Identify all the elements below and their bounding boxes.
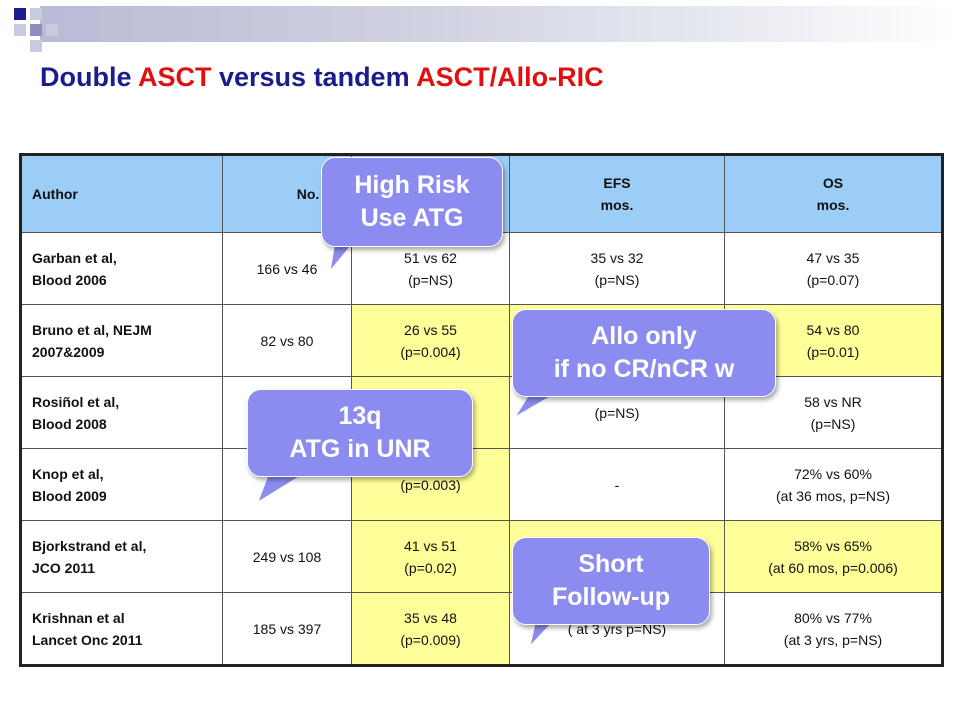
cell-pfs: 26 vs 55 (p=0.004) (351, 304, 510, 377)
cell-pfs: 35 vs 48 (p=0.009) (351, 592, 510, 666)
pfs-pvalue: (p=0.004) (400, 343, 461, 360)
header-os-unit: mos. (816, 197, 850, 213)
deco-square-light (14, 24, 26, 36)
deco-square-light (46, 24, 58, 36)
table-row: Bjorkstrand et al, JCO 2011 249 vs 108 4… (20, 520, 943, 593)
deco-square-navy (14, 8, 26, 20)
author-line-1: Bjorkstrand et al, (32, 537, 147, 554)
pfs-value: 35 vs 48 (404, 609, 457, 626)
slide-title: Double ASCT versus tandem ASCT/Allo-RIC (40, 62, 604, 93)
pfs-pvalue: (p=0.003) (400, 476, 461, 493)
pfs-value: 41 vs 51 (404, 537, 457, 554)
callout-allo-only-line-1: Allo only (591, 322, 697, 350)
callout-high-risk-line-1: High Risk (354, 171, 470, 199)
pfs-pvalue: (p=0.02) (404, 559, 457, 576)
header-author: Author (20, 154, 223, 233)
callout-short-follow-up: Short Follow-up (512, 537, 710, 625)
author-line-2: 2007&2009 (32, 343, 105, 360)
cell-pts: 185 vs 397 (222, 592, 352, 666)
title-part-4: ASCT/Allo-RIC (416, 62, 604, 92)
header-efs: EFS mos. (509, 154, 725, 233)
header-os: OS mos. (724, 154, 943, 233)
pfs-pvalue: (p=NS) (408, 271, 453, 288)
os-pvalue: (at 60 mos, p=0.006) (768, 559, 898, 576)
pfs-pvalue: (p=0.009) (400, 631, 461, 648)
author-line-1: Knop et al, (32, 465, 104, 482)
cell-author: Krishnan et al Lancet Onc 2011 (20, 592, 223, 666)
cell-pfs: 41 vs 51 (p=0.02) (351, 520, 510, 593)
table-row: Krishnan et al Lancet Onc 2011 185 vs 39… (20, 592, 943, 666)
os-value: 58 vs NR (804, 393, 862, 410)
callout-allo-only-line-2: if no CR/nCR w (553, 355, 735, 383)
author-line-1: Rosiñol et al, (32, 393, 120, 410)
cell-os: 72% vs 60% (at 36 mos, p=NS) (724, 448, 943, 521)
efs-value: 35 vs 32 (590, 249, 644, 266)
title-part-2: ASCT (138, 62, 212, 92)
cell-pts: 249 vs 108 (222, 520, 352, 593)
cell-efs: 35 vs 32 (p=NS) (509, 232, 725, 305)
deco-square-mid (30, 24, 42, 36)
efs-pvalue: (p=NS) (594, 404, 640, 421)
os-value: 58% vs 65% (794, 537, 872, 554)
author-line-1: Bruno et al, NEJM (32, 321, 152, 338)
cell-os: 80% vs 77% (at 3 yrs, p=NS) (724, 592, 943, 666)
deco-square-light (30, 40, 42, 52)
author-line-2: JCO 2011 (32, 559, 96, 576)
header-efs-unit: mos. (600, 197, 634, 213)
cell-pts: 82 vs 80 (222, 304, 352, 377)
callout-allo-only: Allo only if no CR/nCR w (512, 309, 776, 397)
header-efs-label: EFS (603, 175, 631, 191)
efs-value: - (614, 476, 620, 493)
author-line-1: Garban et al, (32, 249, 117, 266)
os-value: 80% vs 77% (794, 609, 872, 626)
cell-author: Bjorkstrand et al, JCO 2011 (20, 520, 223, 593)
os-value: 54 vs 80 (806, 321, 860, 338)
header-decoration (0, 0, 960, 60)
title-part-1: Double (40, 62, 138, 92)
callout-high-risk: High Risk Use ATG (321, 157, 503, 247)
cell-os: 47 vs 35 (p=0.07) (724, 232, 943, 305)
cell-efs: - (509, 448, 725, 521)
table-row: Garban et al, Blood 2006 166 vs 46 51 vs… (20, 232, 943, 305)
callout-13q: 13q ATG in UNR (247, 389, 473, 477)
efs-pvalue: (p=NS) (594, 271, 640, 288)
title-part-3: versus tandem (211, 62, 417, 92)
callout-13q-line-1: 13q (338, 402, 382, 430)
callout-short-line-2: Follow-up (551, 583, 671, 611)
os-value: 72% vs 60% (794, 465, 872, 482)
cell-author: Rosiñol et al, Blood 2008 (20, 376, 223, 449)
os-pvalue: (p=0.01) (806, 343, 860, 360)
header-os-label: OS (822, 175, 844, 191)
author-line-2: Blood 2009 (32, 487, 107, 504)
os-pvalue: (at 36 mos, p=NS) (776, 487, 890, 504)
os-value: 47 vs 35 (806, 249, 860, 266)
author-line-2: Blood 2008 (32, 415, 107, 432)
author-line-1: Krishnan et al (32, 609, 125, 626)
author-line-2: Lancet Onc 2011 (32, 631, 143, 648)
cell-author: Garban et al, Blood 2006 (20, 232, 223, 305)
table-row: Bruno et al, NEJM 2007&2009 82 vs 80 26 … (20, 304, 943, 377)
cell-author: Knop et al, Blood 2009 (20, 448, 223, 521)
pfs-value: 51 vs 62 (404, 249, 457, 266)
callout-13q-line-2: ATG in UNR (289, 435, 431, 463)
table-row: Rosiñol et al, Blood 2008 (p=NS) 58 vs N… (20, 376, 943, 449)
os-pvalue: (p=0.07) (806, 271, 860, 288)
os-pvalue: (at 3 yrs, p=NS) (783, 631, 883, 648)
os-pvalue: (p=NS) (810, 415, 856, 432)
author-line-2: Blood 2006 (32, 271, 107, 288)
table-row: Knop et al, Blood 2009 (p=0.003) - 72% v… (20, 448, 943, 521)
deco-square-light (30, 8, 42, 20)
cell-os: 58% vs 65% (at 60 mos, p=0.006) (724, 520, 943, 593)
callout-short-line-1: Short (578, 550, 644, 578)
pfs-value: 26 vs 55 (404, 321, 457, 338)
callout-high-risk-line-2: Use ATG (360, 204, 464, 232)
cell-author: Bruno et al, NEJM 2007&2009 (20, 304, 223, 377)
header-gradient-band (40, 6, 960, 42)
